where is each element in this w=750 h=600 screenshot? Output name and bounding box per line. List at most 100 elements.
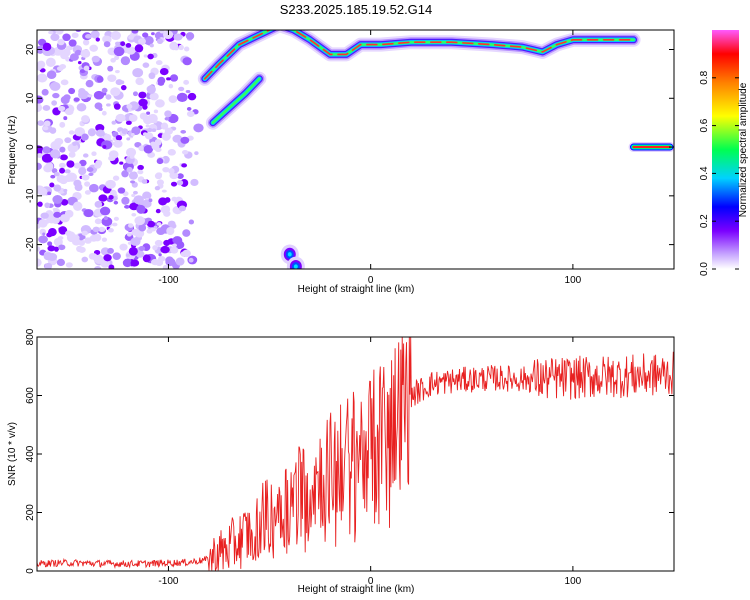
spectrogram-noise-cell xyxy=(102,35,112,44)
spectrogram-noise-cell xyxy=(142,62,150,68)
spectrogram-noise-cell xyxy=(91,151,97,157)
spectrogram-noise-cell xyxy=(51,216,60,225)
spectrogram-noise-cell xyxy=(93,90,105,100)
spectrogram-noise-cell xyxy=(37,73,48,83)
spectrogram-noise-cell xyxy=(133,190,138,195)
colorbar-ticks: 0.0 0.2 0.4 0.6 0.8 xyxy=(699,70,739,276)
spectrogram-noise-cell xyxy=(47,241,53,247)
spectrogram-noise-cell xyxy=(151,32,155,36)
y-tick-label: 600 xyxy=(25,387,36,404)
spectrogram-noise-cell xyxy=(103,216,108,221)
spectrogram-noise-cell xyxy=(101,140,113,150)
spectrogram-noise-cell xyxy=(65,262,73,268)
spectrogram-noise-cell xyxy=(101,237,108,242)
spectrogram-noise-cell xyxy=(119,161,124,165)
spectrogram-noise-cell xyxy=(125,147,137,157)
y-tick-label: 200 xyxy=(25,504,36,521)
spectrogram-noise-cell xyxy=(110,57,116,63)
x-tick-label: 100 xyxy=(565,576,582,587)
colorbar-tick-label: 0.4 xyxy=(699,166,710,180)
spectrogram-noise-cell xyxy=(112,175,120,181)
spectrogram-noise-cell xyxy=(115,79,123,86)
spectrogram-noise-cell xyxy=(106,103,111,107)
spectrogram-noise-cell xyxy=(71,32,79,39)
spectrogram-noise-cell xyxy=(158,253,162,257)
spectrogram-noise-cell xyxy=(142,32,149,38)
spectrogram-noise-cell xyxy=(63,188,68,193)
spectrogram-noise-cell xyxy=(183,46,190,52)
spectrogram-noise-cell xyxy=(88,172,94,177)
spectrogram-noise-cell xyxy=(171,243,177,248)
spectrogram-noise-cell xyxy=(163,239,171,247)
spectrogram-noise-cell xyxy=(126,103,133,110)
spectrogram-noise-cell xyxy=(84,181,91,187)
spectrogram-noise-cell xyxy=(57,236,64,240)
spectrogram-noise-cell xyxy=(83,65,90,71)
spectrogram-noise-cell xyxy=(42,42,52,51)
spectrogram-noise-cell xyxy=(126,46,136,55)
spectrogram-noise-cell xyxy=(53,184,62,192)
y-tick-label: -10 xyxy=(25,188,36,203)
spectrogram-noise-cell xyxy=(110,31,121,41)
spectrogram-noise-cell xyxy=(144,132,154,140)
spectrogram-noise-cell xyxy=(48,30,54,35)
spectrogram-noise-cell xyxy=(108,194,114,200)
spectrogram-noise-cell xyxy=(128,114,138,122)
spectrogram-noise-cell xyxy=(143,144,154,154)
spectrogram-noise-cell xyxy=(137,164,144,171)
spectrogram-noise-cell xyxy=(175,257,185,266)
spectrogram-noise-cell xyxy=(143,35,154,45)
spectrogram-noise-cell xyxy=(73,97,80,102)
spectrogram-noise-cell xyxy=(148,72,156,80)
spectrogram-noise-cell xyxy=(166,77,171,81)
spectrogram-noise-cell xyxy=(156,222,162,226)
spectrogram-noise-cell xyxy=(145,124,150,128)
spectrogram-noise-cell xyxy=(176,179,184,186)
spectrogram-noise-cell xyxy=(154,239,163,247)
spectrogram-noise-cell xyxy=(159,68,169,76)
snr-x-axis-label: Height of straight line (km) xyxy=(298,584,415,595)
colorbar-gradient xyxy=(712,30,739,269)
spectrogram-noise-cell xyxy=(38,219,48,228)
spectrogram-noise-cell xyxy=(124,204,130,209)
spectrogram-noise-cell xyxy=(87,128,96,137)
spectrogram-noise-cell xyxy=(108,264,115,269)
spectrogram-noise-cell xyxy=(37,95,44,104)
spectrogram-noise-cell xyxy=(80,49,91,58)
snr-marks xyxy=(37,337,674,571)
spectrogram-noise-cell xyxy=(185,32,195,40)
spectrogram-noise-cell xyxy=(87,94,93,98)
spectrogram-noise-cell xyxy=(188,257,194,263)
spectrogram-noise-cell xyxy=(113,103,121,110)
spectrogram-noise-cell xyxy=(126,166,133,173)
spectrogram-noise-cell xyxy=(148,198,153,203)
spectrogram-noise-cell xyxy=(171,196,178,202)
spectrogram-noise-cell xyxy=(146,128,153,133)
spectrogram-noise-cell xyxy=(78,88,86,95)
spectrogram-noise-cell xyxy=(37,153,43,158)
spectrogram-noise-cell xyxy=(186,110,195,118)
spectrogram-noise-cell xyxy=(76,103,87,112)
spectrogram-noise-cell xyxy=(138,246,146,252)
x-tick-label: 0 xyxy=(368,576,374,587)
spectrogram-noise-cell xyxy=(95,124,105,132)
spectrogram-noise-cell xyxy=(121,128,129,135)
spectrogram-noise-cell xyxy=(188,219,195,225)
spectrogram-noise-cell xyxy=(126,137,131,141)
spectrogram-y-axis-label: Frequency (Hz) xyxy=(7,116,18,185)
spectrogram-noise-cell xyxy=(128,246,138,256)
spectrogram-noise-cell xyxy=(77,61,82,65)
spectrogram-noise-cell xyxy=(46,70,57,80)
spectrogram-noise-cell xyxy=(120,56,131,66)
spectrogram-noise-cell xyxy=(155,208,161,214)
spectrogram-noise-cell xyxy=(60,199,69,206)
spectrogram-noise-cell xyxy=(117,187,126,194)
spectrogram-noise-cell xyxy=(185,89,191,94)
spectrogram-noise-cell xyxy=(53,171,60,177)
spectrogram-noise-cell xyxy=(59,121,66,128)
spectrogram-noise-cell xyxy=(131,30,139,34)
spectrogram-noise-cell xyxy=(155,60,163,66)
spectrogram-noise-cell xyxy=(81,133,89,141)
spectrogram-noise-cell xyxy=(37,201,43,207)
colorbar-label: Normalized spectral amplitude xyxy=(738,82,749,217)
